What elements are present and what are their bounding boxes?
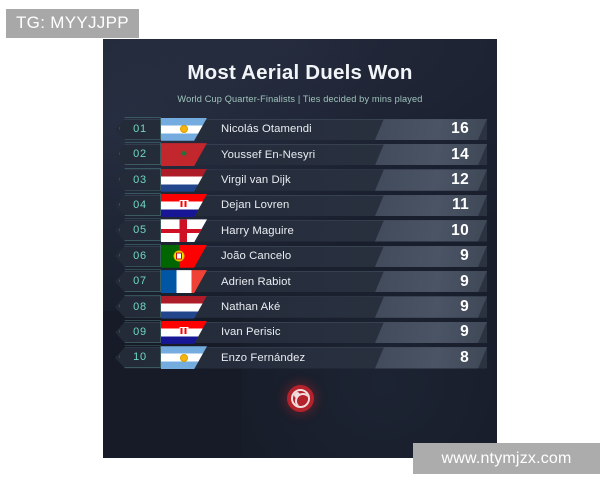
flag-icon-croatia	[161, 193, 207, 217]
flag-icon-netherlands	[161, 295, 207, 319]
ranking-row[interactable]: 04 Dejan Lovren 11	[111, 193, 489, 218]
duels-won-value: 10	[451, 221, 469, 239]
value-chip	[375, 119, 487, 140]
rank-badge: 09	[118, 326, 162, 338]
duels-won-value: 14	[451, 145, 469, 163]
ranking-list: 01 Nicolás Otamendi 16 02 ✷ Youssef En-Nesyri…	[103, 117, 497, 371]
value-chip	[375, 246, 487, 267]
value-chip	[375, 296, 487, 317]
ranking-row[interactable]: 01 Nicolás Otamendi 16	[111, 117, 489, 142]
page-title: Most Aerial Duels Won	[187, 61, 413, 84]
flag-icon-argentina	[161, 346, 207, 370]
brand-logo-icon	[286, 384, 314, 412]
rank-badge: 10	[118, 352, 162, 363]
value-chip	[375, 169, 487, 190]
value-chip	[375, 220, 487, 241]
rank-badge: 02	[118, 149, 162, 160]
value-chip	[375, 347, 487, 368]
ranking-row[interactable]: 08 Nathan Aké 9	[111, 294, 489, 319]
flag-icon-portugal	[161, 244, 207, 268]
player-name: Adrien Rabiot	[221, 275, 291, 288]
ranking-row[interactable]: 09 Ivan Perisic 9	[111, 320, 489, 345]
duels-won-value: 9	[460, 272, 469, 290]
duels-won-value: 12	[451, 171, 469, 189]
rank-badge: 07	[118, 276, 162, 287]
rank-badge: 08	[118, 301, 162, 313]
logo-spiral-mark	[290, 388, 310, 408]
flag-icon-croatia	[161, 320, 207, 344]
player-name: Harry Maguire	[221, 224, 294, 237]
brand-logo-wrap	[103, 384, 497, 412]
duels-won-value: 9	[460, 323, 469, 341]
player-name: Virgil van Dijk	[221, 174, 291, 187]
player-name: João Cancelo	[221, 250, 292, 263]
duels-won-value: 11	[452, 196, 469, 214]
page-subtitle: World Cup Quarter-Finalists | Ties decid…	[177, 93, 423, 104]
value-chip	[375, 322, 487, 343]
ranking-row[interactable]: 03 Virgil van Dijk 12	[111, 167, 489, 192]
player-name: Dejan Lovren	[221, 199, 290, 212]
value-chip	[375, 195, 487, 216]
flag-icon-france	[161, 270, 207, 294]
player-name: Ivan Perisic	[221, 326, 281, 339]
tg-overlay-label: TG: MYYJJPP	[6, 9, 139, 39]
flag-icon-netherlands	[161, 168, 207, 192]
flag-icon-argentina	[161, 117, 207, 141]
player-name: Enzo Fernández	[221, 351, 306, 364]
site-watermark: www.ntymjzx.com	[413, 443, 600, 474]
rank-badge: 03	[118, 174, 162, 186]
ranking-row[interactable]: 10 Enzo Fernández 8	[111, 345, 489, 370]
duels-won-value: 9	[460, 298, 469, 316]
ranking-row[interactable]: 05 Harry Maguire 10	[111, 218, 489, 243]
rank-badge: 06	[118, 250, 162, 262]
duels-won-value: 8	[460, 348, 469, 366]
ranking-row[interactable]: 02 ✷ Youssef En-Nesyri 14	[111, 142, 489, 167]
card-header: Most Aerial Duels Won World Cup Quarter-…	[103, 39, 497, 104]
rank-badge: 01	[118, 123, 162, 135]
rank-badge: 04	[118, 199, 162, 211]
player-name: Nathan Aké	[221, 301, 281, 314]
ranking-row[interactable]: 06 João Cancelo 9	[111, 244, 489, 269]
flag-icon-morocco: ✷	[161, 143, 207, 167]
duels-won-value: 16	[451, 120, 469, 138]
duels-won-value: 9	[460, 247, 469, 265]
rank-badge: 05	[118, 225, 162, 236]
flag-icon-england	[161, 219, 207, 243]
player-name: Youssef En-Nesyri	[221, 148, 316, 161]
value-chip	[375, 271, 487, 292]
ranking-row[interactable]: 07 Adrien Rabiot 9	[111, 269, 489, 294]
player-name: Nicolás Otamendi	[221, 123, 312, 136]
infographic-card: Most Aerial Duels Won World Cup Quarter-…	[103, 39, 497, 458]
value-chip	[375, 144, 487, 165]
